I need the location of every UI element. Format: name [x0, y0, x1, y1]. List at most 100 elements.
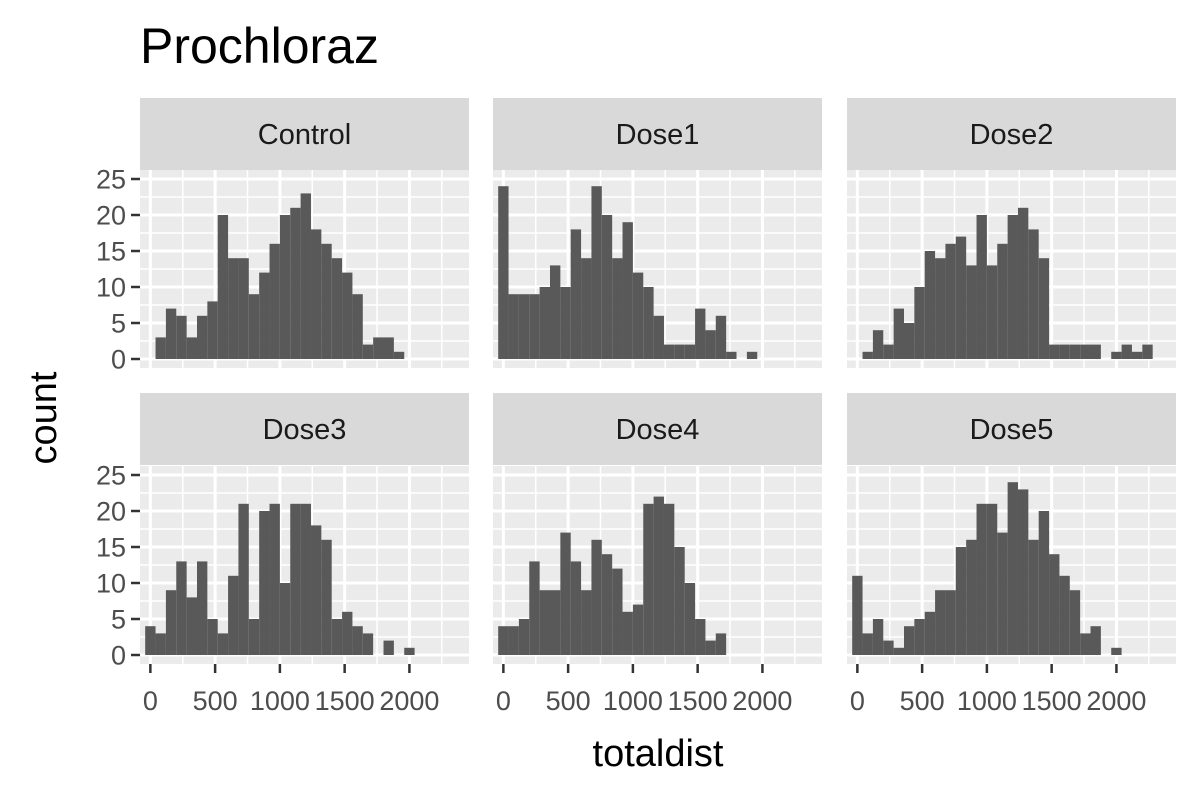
histogram-bar [549, 265, 561, 359]
histogram-bar [581, 590, 592, 655]
histogram-bar [362, 344, 374, 359]
histogram-bar [310, 229, 322, 359]
y-tick-label: 10 [96, 273, 126, 303]
histogram-bar [238, 258, 249, 359]
histogram-bar [529, 294, 540, 359]
histogram-bar [893, 308, 904, 359]
x-tick-label: 1500 [1022, 686, 1082, 716]
y-tick-label: 20 [96, 497, 126, 527]
histogram-bar [570, 229, 582, 359]
y-tick-label: 0 [111, 345, 126, 375]
histogram-bar [549, 590, 561, 655]
histogram-bar [746, 351, 758, 359]
histogram-bar [342, 272, 353, 359]
histogram-bar [518, 619, 530, 655]
histogram-bar [1007, 482, 1018, 655]
histogram-bar [165, 590, 177, 655]
x-tick-label: 500 [193, 686, 238, 716]
histogram-bar [976, 503, 987, 655]
facet-panels: Control 0 5 10 15 20 25 Dose1 Dose2 Dose3 0 5 10 15 20… [96, 98, 1176, 716]
histogram-bar [228, 575, 239, 655]
histogram-bar [290, 207, 301, 359]
histogram-bar [632, 272, 644, 359]
histogram-bar [342, 611, 353, 655]
histogram-bar [924, 251, 936, 359]
histogram-bar [269, 503, 280, 655]
histogram-bar [591, 186, 602, 359]
histogram-bar [207, 619, 218, 655]
facet-panel-dose2: Dose2 [847, 98, 1176, 368]
histogram-bar [238, 503, 249, 655]
histogram-bar [518, 294, 530, 359]
histogram-bar [1038, 258, 1050, 359]
histogram-bar [383, 337, 394, 359]
facet-strip-label: Dose5 [970, 414, 1054, 446]
histogram-bar [1059, 344, 1070, 359]
histogram-bar [935, 258, 946, 359]
x-tick-label: 1000 [603, 686, 663, 716]
facet-strip [140, 393, 469, 465]
histogram-bar [1028, 229, 1039, 359]
facet-panel-dose1: Dose1 [493, 98, 822, 368]
histogram-bar [279, 215, 291, 359]
y-tick-label: 0 [111, 641, 126, 671]
histogram-bar [155, 633, 166, 655]
histogram-bar [684, 583, 696, 655]
histogram-bar [310, 525, 322, 655]
histogram-bar [1131, 351, 1143, 359]
facet-strip [493, 393, 822, 465]
x-tick-label: 1500 [668, 686, 728, 716]
facet-strip-label: Dose1 [616, 119, 700, 151]
histogram-bar [674, 344, 685, 359]
histogram-bar [643, 503, 654, 655]
histogram-bar [560, 532, 571, 655]
histogram-bar [966, 539, 977, 655]
histogram-bar [186, 337, 197, 359]
facet-strip-label: Dose3 [263, 414, 347, 446]
histogram-bar [705, 330, 716, 359]
histogram-bar [1059, 575, 1070, 655]
histogram-bar [955, 547, 967, 655]
histogram-bar [653, 315, 664, 359]
histogram-bar [1049, 554, 1060, 655]
histogram-bar [872, 330, 884, 359]
histogram-bar [1007, 215, 1018, 359]
x-tick-label: 0 [496, 686, 511, 716]
histogram-bar [1017, 207, 1029, 359]
histogram-bar [903, 626, 915, 655]
histogram-bar [1111, 351, 1122, 359]
facet-strip-label: Dose2 [970, 119, 1054, 151]
histogram-bar [663, 503, 675, 655]
x-tick-label: 1000 [250, 686, 310, 716]
histogram-bar [893, 647, 904, 655]
histogram-bar [1069, 590, 1081, 655]
histogram-bar [591, 539, 602, 655]
y-tick-label: 10 [96, 569, 126, 599]
x-tick-label: 2000 [379, 686, 439, 716]
histogram-bar [508, 294, 519, 359]
histogram-bar [176, 561, 187, 655]
histogram-bar [165, 308, 177, 359]
histogram-bar [290, 503, 301, 655]
facet-panel-control: Control 0 5 10 15 20 25 [96, 98, 469, 375]
y-tick-label: 20 [96, 201, 126, 231]
histogram-bar [622, 611, 633, 655]
histogram-bar [1142, 344, 1153, 359]
histogram-bar [1038, 511, 1050, 655]
histogram-bar [872, 619, 884, 655]
histogram-bar [186, 597, 197, 655]
histogram-bar [852, 575, 863, 655]
histogram-bar [196, 561, 208, 655]
histogram-bar [300, 193, 311, 359]
histogram-bar [269, 243, 280, 359]
y-tick-label: 5 [111, 309, 126, 339]
histogram-bar [695, 308, 706, 359]
y-axis-title: count [23, 371, 65, 464]
y-tick-label: 25 [96, 165, 126, 195]
histogram-bar [331, 258, 343, 359]
histogram-bar [601, 215, 613, 359]
histogram-bar [352, 626, 363, 655]
histogram-bar [1017, 489, 1029, 655]
histogram-bar [612, 568, 623, 655]
